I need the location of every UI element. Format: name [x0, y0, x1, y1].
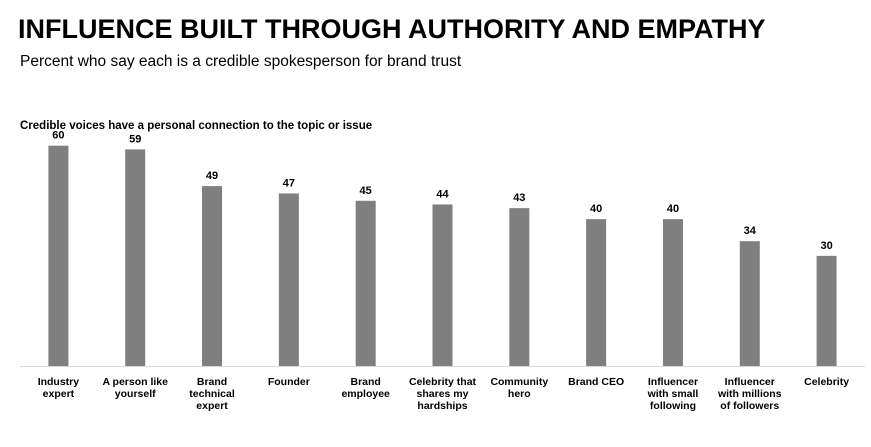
category-label-7: Brand CEO: [568, 376, 624, 388]
category-label-3: Founder: [268, 376, 310, 388]
value-label-5: 44: [436, 188, 449, 200]
bar-9: [739, 241, 760, 366]
bar-2: [202, 186, 223, 366]
value-label-0: 60: [52, 130, 64, 142]
value-label-4: 45: [360, 185, 372, 197]
value-label-7: 40: [590, 203, 602, 215]
page-title: INFLUENCE BUILT THROUGH AUTHORITY AND EM…: [18, 14, 766, 44]
value-label-2: 49: [206, 170, 218, 182]
value-label-1: 59: [129, 133, 141, 145]
bar-1: [125, 149, 146, 366]
bar-5: [432, 204, 453, 366]
category-label-4: Brand employee: [341, 376, 390, 400]
category-label-8: Influencer with small following: [647, 376, 699, 412]
bar-0: [48, 145, 69, 366]
chart-title: Credible voices have a personal connecti…: [20, 120, 373, 132]
category-label-10: Celebrity: [804, 376, 849, 388]
value-label-8: 40: [667, 203, 679, 215]
bar-10: [816, 255, 837, 366]
category-label-2: Brand technical expert: [189, 376, 235, 412]
category-label-0: Industry expert: [38, 376, 80, 400]
category-label-5: Celebrity that shares my hardships: [409, 376, 477, 412]
category-label-9: Influencer with millions of followers: [717, 376, 782, 412]
value-label-6: 43: [513, 192, 525, 204]
bar-3: [278, 193, 299, 366]
bar-7: [586, 219, 607, 366]
page-subtitle: Percent who say each is a credible spoke…: [20, 53, 462, 70]
bar-6: [509, 208, 530, 366]
bar-8: [662, 219, 683, 366]
value-label-9: 34: [744, 225, 757, 237]
value-label-10: 30: [820, 240, 832, 252]
category-label-6: Community hero: [490, 376, 548, 400]
value-label-3: 47: [283, 177, 295, 189]
bar-4: [355, 200, 376, 366]
category-label-1: A person like yourself: [102, 376, 168, 400]
